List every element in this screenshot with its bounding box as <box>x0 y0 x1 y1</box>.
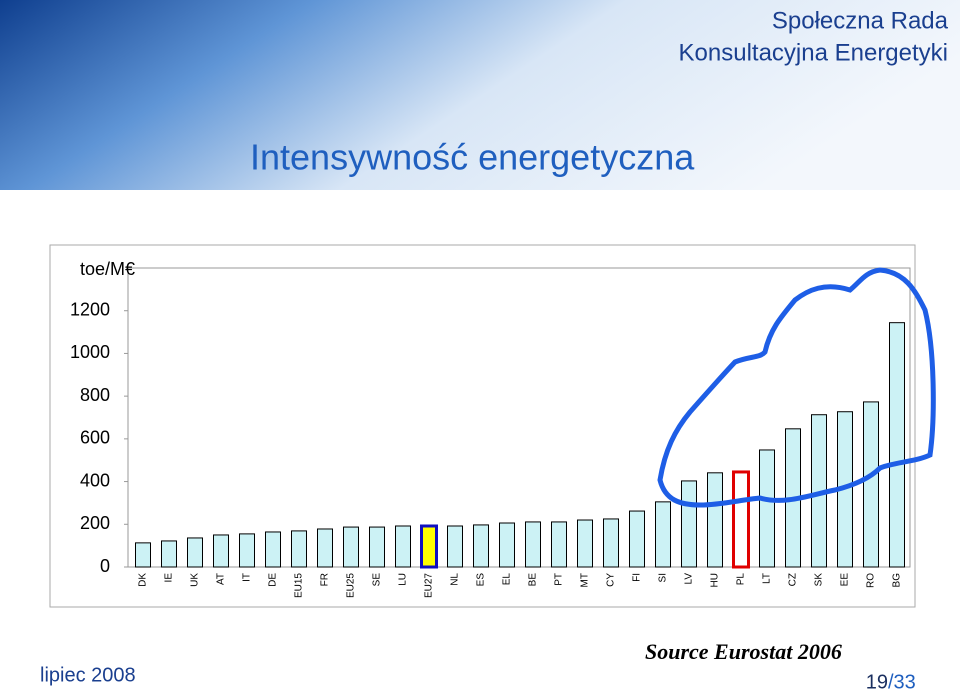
x-tick-label: FR <box>320 573 331 586</box>
chart-frame <box>49 244 916 608</box>
x-tick-label: IE <box>164 573 175 583</box>
x-tick-label: ES <box>476 573 487 587</box>
bar <box>603 518 619 568</box>
y-tick-label: 200 <box>80 513 110 533</box>
x-tick-label: LV <box>684 573 695 585</box>
x-tick-label: DK <box>138 573 149 587</box>
x-tick-label: CZ <box>788 573 799 586</box>
x-tick-label: EU25 <box>346 573 357 598</box>
bar <box>213 534 229 568</box>
plot-area <box>127 267 911 568</box>
org-name: Konsultacyjna Energetyki <box>679 39 948 66</box>
x-tick-label: IT <box>242 573 253 582</box>
x-tick-label: MT <box>580 573 591 587</box>
y-axis-label: toe/M€ <box>80 259 135 279</box>
org-name: Społeczna Rada <box>772 7 949 34</box>
bar <box>551 521 567 568</box>
bar <box>343 526 359 568</box>
x-tick-label: BE <box>528 573 539 587</box>
marks: 0 200 400 600 800 1000 1200 DK IE UK AT IT DE EU15 FR E… <box>70 299 905 598</box>
x-tick-label: EE <box>840 573 851 587</box>
bar <box>759 449 775 568</box>
bar <box>161 540 177 568</box>
bar <box>707 472 723 568</box>
x-tick-label: RO <box>866 573 877 588</box>
header-band <box>0 0 960 190</box>
bar <box>525 521 541 568</box>
x-tick-label: EU27 <box>424 573 435 598</box>
bar <box>447 525 463 568</box>
bar <box>577 519 593 568</box>
bar <box>473 524 489 568</box>
x-tick-label: SK <box>814 573 825 587</box>
y-tick-label: 600 <box>80 428 110 448</box>
x-tick-label: CY <box>606 573 617 587</box>
y-tick-label: 0 <box>100 556 110 576</box>
x-tick-label: SI <box>658 573 669 582</box>
x-tick-label: PL <box>736 573 747 586</box>
y-tick-label: 800 <box>80 385 110 405</box>
bar <box>317 528 333 568</box>
bar <box>420 524 438 569</box>
bar <box>863 401 879 568</box>
x-tick-label: FI <box>632 573 643 582</box>
y-tick-label: 1000 <box>70 342 110 362</box>
bar <box>265 531 281 568</box>
page-total: /33 <box>888 671 916 693</box>
bar <box>187 537 203 568</box>
x-tick-label: LT <box>762 573 773 584</box>
x-tick-label: BG <box>892 573 903 588</box>
bar <box>499 522 515 568</box>
annotation-outline <box>657 267 936 508</box>
x-tick-label: DE <box>268 573 279 587</box>
bar <box>291 530 307 568</box>
bar <box>395 525 411 568</box>
y-tick-label: 1200 <box>70 299 110 319</box>
x-tick-label: LU <box>398 573 409 586</box>
bar <box>732 470 750 569</box>
bar <box>655 501 671 568</box>
bar <box>135 542 151 568</box>
page-number: 19 <box>866 671 888 693</box>
bar <box>369 526 385 568</box>
source: Source Eurostat 2006 <box>645 639 842 664</box>
x-tick-label: PT <box>554 573 565 586</box>
x-tick-label: SE <box>372 573 383 587</box>
date: lipiec 2008 <box>40 664 136 686</box>
x-tick-label: EL <box>502 573 513 586</box>
bar <box>681 480 697 568</box>
x-tick-label: HU <box>710 573 721 587</box>
chart-title: Intensywność energetyczna <box>250 137 695 178</box>
bar <box>239 533 255 568</box>
x-tick-label: EU15 <box>294 573 305 598</box>
x-tick-label: AT <box>216 573 227 585</box>
x-tick-label: UK <box>190 573 201 587</box>
bar <box>889 322 905 568</box>
bar <box>629 510 645 568</box>
x-tick-label: NL <box>450 573 461 586</box>
y-tick-label: 400 <box>80 470 110 490</box>
